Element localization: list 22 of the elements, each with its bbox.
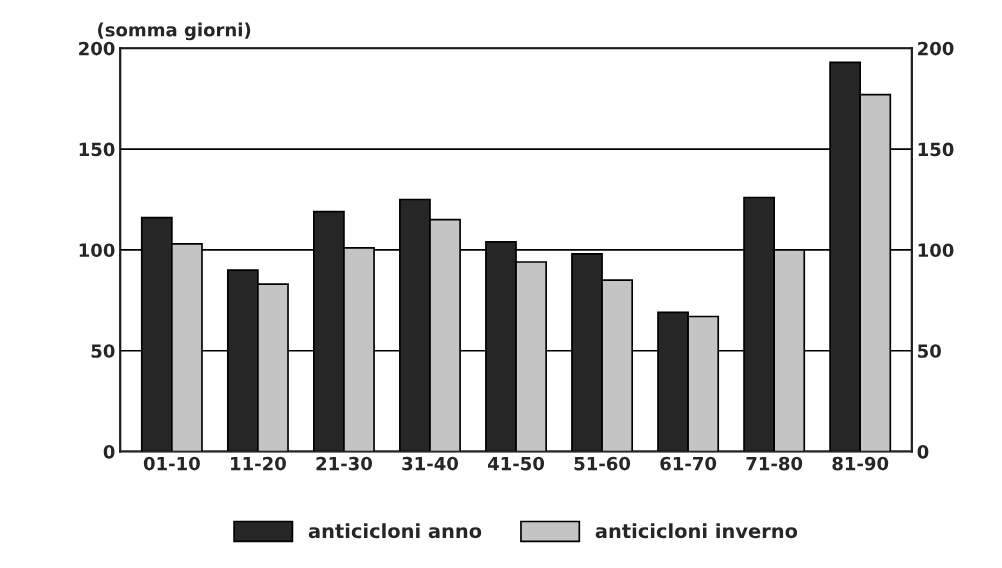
x-tick-label: 21-30	[316, 456, 372, 471]
x-tick-label: 61-70	[660, 456, 717, 471]
y-tick-label: 50	[91, 344, 115, 358]
x-tick-label: 11-20	[231, 456, 286, 471]
x-tick-label: 41-50	[487, 456, 545, 471]
x-tick-label: 71-80	[746, 456, 803, 471]
y-tick-label: 200	[79, 41, 115, 56]
y2-tick-label: 200	[918, 41, 954, 56]
y2-tick-label: 50	[918, 344, 941, 358]
x-tick-label: 81-90	[832, 456, 889, 471]
y2-tick-label: 0	[917, 445, 929, 459]
y2-tick-label: 150	[918, 142, 954, 157]
x-tick-label: 51-60	[574, 456, 631, 471]
y2-tick-label: 100	[918, 243, 954, 258]
legend-label: anticicloni inverno	[595, 523, 798, 539]
x-tick-label: 01-10	[143, 456, 200, 471]
y-tick-label: 100	[79, 243, 115, 258]
y-axis-title: (somma giorni)	[98, 22, 251, 41]
legend-label: anticicloni anno	[308, 523, 482, 539]
y-tick-label: 0	[103, 445, 115, 459]
y-tick-label: 150	[79, 142, 115, 157]
x-tick-label: 31-40	[402, 456, 458, 471]
